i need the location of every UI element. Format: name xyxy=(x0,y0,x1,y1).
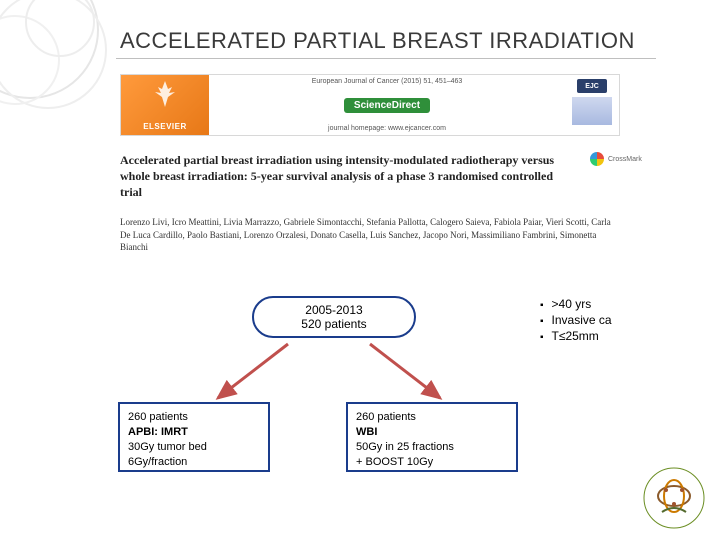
authors: Lorenzo Livi, Icro Meattini, Livia Marra… xyxy=(120,216,620,254)
journal-citation: European Journal of Cancer (2015) 51, 45… xyxy=(312,78,463,85)
criterion-3: T≤25mm xyxy=(540,329,612,343)
inclusion-criteria: >40 yrs Invasive ca T≤25mm xyxy=(540,297,612,345)
apbi-l1: 260 patients xyxy=(128,410,260,425)
apbi-arm-box: 260 patients APBI: IMRT 30Gy tumor bed 6… xyxy=(118,402,270,472)
crossmark-icon xyxy=(590,152,604,166)
institution-logo xyxy=(642,466,706,530)
criterion-2: Invasive ca xyxy=(540,313,612,327)
trial-years: 2005-2013 xyxy=(305,303,362,317)
crossmark: CrossMark xyxy=(590,152,642,166)
wbi-l2: WBI xyxy=(356,425,508,440)
publisher-panel: ELSEVIER xyxy=(121,75,209,135)
apbi-l2: APBI: IMRT xyxy=(128,425,260,440)
sciencedirect-badge: ScienceDirect xyxy=(344,98,430,113)
trial-patients: 520 patients xyxy=(301,317,366,331)
journal-right: EJC xyxy=(565,75,619,135)
ejc-badge: EJC xyxy=(577,79,607,93)
arrow-left xyxy=(210,340,300,404)
wbi-l3: 50Gy in 25 fractions xyxy=(356,440,508,455)
page-title: ACCELERATED PARTIAL BREAST IRRADIATION xyxy=(120,28,635,54)
article-title: Accelerated partial breast irradiation u… xyxy=(120,152,560,201)
crossmark-label: CrossMark xyxy=(608,156,642,163)
apbi-l4: 6Gy/fraction xyxy=(128,455,260,470)
wbi-arm-box: 260 patients WBI 50Gy in 25 fractions + … xyxy=(346,402,518,472)
journal-header: ELSEVIER European Journal of Cancer (201… xyxy=(120,74,620,136)
trial-summary-box: 2005-2013 520 patients xyxy=(252,296,416,338)
decorative-circles xyxy=(0,0,140,140)
apbi-l3: 30Gy tumor bed xyxy=(128,440,260,455)
wbi-l1: 260 patients xyxy=(356,410,508,425)
elsevier-tree-icon xyxy=(150,79,180,109)
arrow-right xyxy=(360,340,450,404)
criterion-1: >40 yrs xyxy=(540,297,612,311)
publisher-name: ELSEVIER xyxy=(125,122,205,131)
journal-homepage: journal homepage: www.ejcancer.com xyxy=(328,125,446,132)
journal-center: European Journal of Cancer (2015) 51, 45… xyxy=(209,75,565,135)
title-underline xyxy=(116,58,656,59)
journal-cover-thumb xyxy=(572,97,612,125)
wbi-l4: + BOOST 10Gy xyxy=(356,455,508,470)
